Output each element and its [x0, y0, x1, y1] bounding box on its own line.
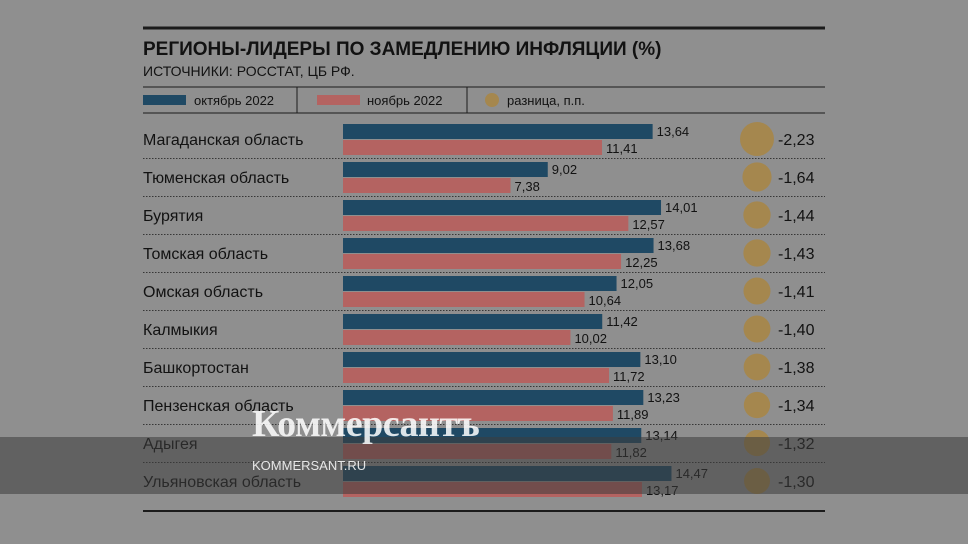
chart-title: РЕГИОНЫ-ЛИДЕРЫ ПО ЗАМЕДЛЕНИЮ ИНФЛЯЦИИ (%… — [143, 39, 661, 60]
bar-november — [343, 406, 613, 421]
difference-dot — [740, 122, 774, 156]
legend-swatch-october — [143, 95, 186, 105]
legend: октябрь 2022 ноябрь 2022 разница, п.п. — [143, 87, 585, 113]
value-label-november: 10,02 — [574, 331, 607, 346]
difference-dot — [743, 315, 771, 343]
difference-label: -1,38 — [778, 360, 815, 377]
bar-october — [343, 162, 548, 177]
bar-october — [343, 276, 617, 291]
value-label-october: 11,42 — [606, 314, 638, 329]
bar-october — [343, 124, 653, 139]
value-label-october: 13,10 — [644, 352, 677, 367]
value-label-october: 13,64 — [657, 124, 690, 139]
category-label: Башкортостан — [143, 360, 249, 377]
difference-label: -1,40 — [778, 322, 815, 339]
bar-november — [343, 178, 511, 193]
difference-dot — [743, 239, 771, 267]
bar-november — [343, 216, 629, 231]
value-label-november: 10,64 — [589, 293, 622, 308]
difference-label: -1,44 — [778, 208, 815, 225]
bar-october — [343, 314, 603, 329]
value-label-november: 12,25 — [625, 255, 658, 270]
difference-label: -1,41 — [778, 284, 815, 301]
difference-dot — [743, 353, 771, 381]
bar-november — [343, 368, 610, 383]
bar-october — [343, 352, 641, 367]
difference-dot — [743, 201, 771, 229]
value-label-october: 13,23 — [647, 390, 680, 405]
value-label-october: 12,05 — [621, 276, 654, 291]
category-label: Бурятия — [143, 208, 203, 225]
category-label: Магаданская область — [143, 132, 303, 149]
difference-dot — [743, 277, 771, 305]
value-label-october: 13,68 — [658, 238, 691, 253]
bar-november — [343, 292, 585, 307]
value-label-november: 11,41 — [606, 141, 638, 156]
value-label-november: 12,57 — [632, 217, 665, 232]
legend-dot-difference — [485, 93, 499, 107]
difference-dot — [743, 391, 771, 419]
bar-november — [343, 330, 571, 345]
difference-label: -1,43 — [778, 246, 815, 263]
category-label: Томская область — [143, 246, 268, 263]
value-label-november: 7,38 — [515, 179, 540, 194]
legend-swatch-november — [317, 95, 360, 105]
category-label: Пензенская область — [143, 398, 294, 415]
category-label: Калмыкия — [143, 322, 218, 339]
watermark-url: KOMMERSANT.RU — [252, 458, 367, 473]
difference-label: -2,23 — [778, 132, 815, 149]
category-label: Тюменская область — [143, 170, 289, 187]
value-label-october: 14,01 — [665, 200, 698, 215]
watermark-band — [0, 437, 968, 494]
legend-label-difference: разница, п.п. — [507, 93, 585, 108]
bar-november — [343, 140, 603, 155]
bar-october — [343, 390, 644, 405]
difference-label: -1,34 — [778, 398, 815, 415]
chart-subtitle: ИСТОЧНИКИ: РОССТАТ, ЦБ РФ. — [143, 63, 355, 79]
legend-label-november: ноябрь 2022 — [367, 93, 442, 108]
value-label-october: 9,02 — [552, 162, 577, 177]
legend-label-october: октябрь 2022 — [194, 93, 274, 108]
bar-october — [343, 238, 654, 253]
bar-october — [343, 200, 662, 215]
value-label-november: 11,89 — [617, 407, 649, 422]
bar-november — [343, 254, 622, 269]
value-label-november: 11,72 — [613, 369, 645, 384]
watermark-logo: Коммерсантъ — [252, 403, 480, 445]
difference-dot — [742, 162, 772, 192]
difference-label: -1,64 — [778, 170, 815, 187]
category-label: Омская область — [143, 284, 263, 301]
